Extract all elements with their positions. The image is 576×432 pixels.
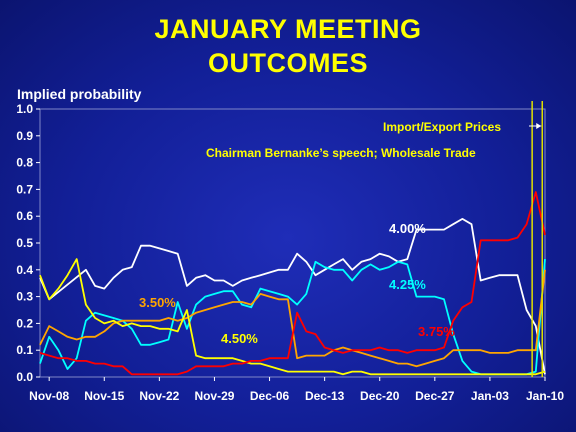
x-tick-label: Nov-08 [29,389,69,403]
y-tick-label: 0.5 [16,236,33,250]
series-label-4.25pct: 4.25% [389,277,426,292]
x-tick-label: Jan-10 [526,389,564,403]
chart-title: JANUARY MEETING OUTCOMES [0,12,576,80]
y-tick-label: 1.0 [16,102,33,116]
title-line-2: OUTCOMES [207,48,368,78]
y-axis-label: Implied probability [17,86,142,102]
x-tick-label: Dec-20 [360,389,400,403]
chart-axes: 0.0 0.1 0.2 0.3 0.4 0.5 0.6 0.7 0.8 0.9 1.0 Nov-08 N… [16,102,564,403]
event-markers [529,101,543,377]
y-tick-label: 0.8 [16,156,33,170]
series-line-4.25pct [39,259,546,376]
series-labels: 4.00% 4.25% 3.50% 4.50% 3.75% [139,221,455,346]
x-tick-label: Jan-03 [471,389,509,403]
annotation-import-export: Import/Export Prices [383,120,501,134]
y-tick-label: 0.0 [16,370,33,384]
y-tick-label: 0.9 [16,129,33,143]
series-line-4.50pct [39,258,546,376]
y-tick-label: 0.2 [16,316,33,330]
y-tick-label: 0.6 [16,209,33,223]
x-tick-label: Nov-29 [194,389,234,403]
series-label-4.50pct: 4.50% [221,331,258,346]
x-tick-label: Dec-27 [415,389,455,403]
series-label-4.00pct: 4.00% [389,221,426,236]
annotation-bernanke-speech: Chairman Bernanke’s speech; Wholesale Tr… [206,146,476,160]
series-group [39,191,546,376]
series-label-3.75pct: 3.75% [418,324,455,339]
y-tick-label: 0.3 [16,290,33,304]
x-tick-label: Nov-15 [84,389,124,403]
y-tick-label: 0.4 [16,263,33,277]
annotation-arrowhead [536,123,542,129]
series-line-4.00pct [39,217,546,375]
series-line-3.50pct [39,269,546,368]
x-tick-label: Nov-22 [139,389,179,403]
y-tick-label: 0.7 [16,182,33,196]
series-label-3.50pct: 3.50% [139,295,176,310]
x-tick-label: Dec-06 [250,389,290,403]
title-line-1: JANUARY MEETING [154,14,422,44]
series-line-3.75pct [39,191,546,376]
y-tick-label: 0.1 [16,343,33,357]
x-tick-label: Dec-13 [305,389,345,403]
